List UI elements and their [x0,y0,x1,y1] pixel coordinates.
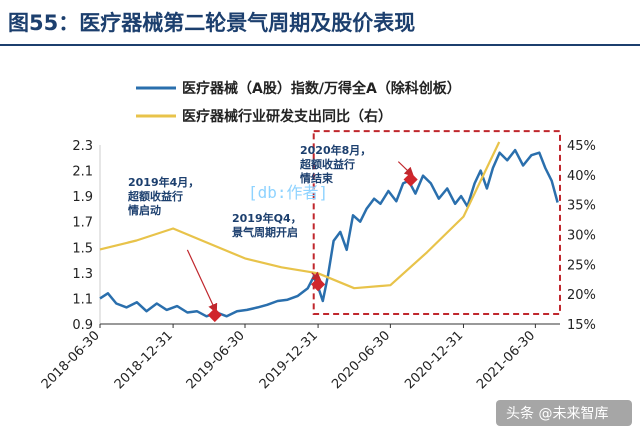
annotation-text: 2020年8月， [300,143,371,157]
x-tick-label: 2021-06-30 [474,328,538,392]
x-tick-label: 2020-06-30 [329,328,393,392]
annotation-arrow [186,249,218,314]
y-right-tick-label: 20% [567,288,596,303]
credit-text: 头条 @未来智库 [506,405,608,422]
y-left-tick-label: 1.7 [72,216,93,231]
y-left-tick-label: 2.1 [72,165,93,180]
annotation-marker [311,277,326,292]
watermark: [db:作者] [248,183,328,202]
x-tick-label: 2019-12-31 [257,328,321,392]
y-axis-right: 15% 20% 25% 30% 35% 40% 45% [567,139,596,333]
y-left-tick-label: 1.5 [72,241,93,256]
annotations: 2019年4月，超额收益行情启动2019年Q4，景气周期开启2020年8月，超额… [127,143,418,323]
annotation-text: 情启动 [128,203,161,217]
chart-title: 图55：医疗器械第二轮景气周期及股价表现 [8,11,416,35]
x-tick-label: 2019-06-30 [184,328,248,392]
annotation-text: 情结束 [300,171,334,185]
y-right-tick-label: 15% [567,318,596,333]
legend-label-index: 医疗器械（A股）指数/万得全A（除科创板） [182,80,461,97]
annotation-text: 超额收益行 [127,189,183,203]
x-tick-label: 2020-12-31 [402,328,466,392]
annotation-arrow [397,161,415,177]
y-left-tick-label: 0.9 [72,318,93,333]
legend-label-rd: 医疗器械行业研发支出同比（右） [182,108,392,125]
title-rule [0,44,640,46]
annotation-text: 2019年Q4， [232,211,302,225]
y-right-tick-label: 40% [567,169,596,184]
annotation-marker [403,172,418,187]
x-axis: 2018-06-30 2018-12-31 2019-06-30 2019-12-31… [39,324,538,392]
x-tick-label: 2018-12-31 [112,328,176,392]
annotation-arrow [311,271,322,282]
highlight-box [312,130,561,315]
y-left-tick-label: 1.3 [72,267,93,282]
y-left-tick-label: 1.9 [72,190,93,205]
annotation-text: 2019年4月， [128,175,199,189]
series-line-index [99,148,559,318]
annotation-text: 超额收益行 [299,157,355,171]
credit-badge [496,400,632,426]
x-tick-label: 2018-06-30 [39,328,103,392]
y-right-tick-label: 35% [567,199,596,214]
legend: 医疗器械（A股）指数/万得全A（除科创板） 医疗器械行业研发支出同比（右） [136,80,461,125]
y-left-tick-label: 1.1 [72,292,93,307]
series-line-rd [99,141,501,290]
annotation-text: 景气周期开启 [231,225,298,239]
y-left-tick-label: 2.3 [72,139,93,154]
y-right-tick-label: 45% [567,139,596,154]
y-right-tick-label: 30% [567,229,596,244]
annotation-marker [207,307,222,323]
y-right-tick-label: 25% [567,258,596,273]
y-axis-left: 0.9 1.1 1.3 1.5 1.7 1.9 2.1 2.3 [72,139,93,333]
